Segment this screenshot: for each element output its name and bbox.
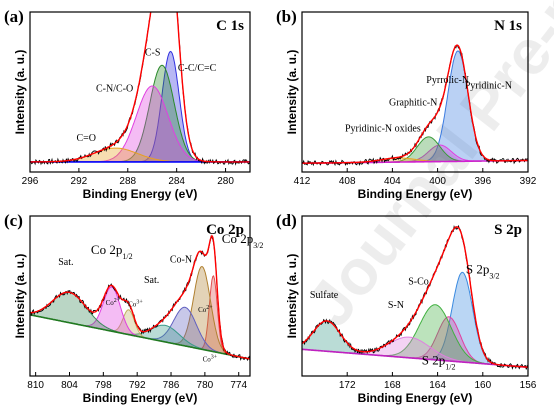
plot-area-c (30, 234, 250, 362)
frame-a (29, 11, 251, 173)
x-tick-label-b: 404 (384, 176, 401, 187)
x-tick-label-b: 396 (474, 176, 491, 187)
x-tick-label-a: 296 (22, 176, 39, 187)
x-axis-title-c: Binding Energy (eV) (83, 391, 198, 405)
y-axis-title-b: Intensity (a. u.) (285, 50, 299, 135)
panel-letter-c: (c) (4, 211, 23, 230)
x-tick-label-b: 392 (520, 176, 537, 187)
peak-label-b: Pyridinic-N oxides (345, 124, 421, 135)
peak-label-a: C-N/C-O (96, 83, 133, 94)
peak-label-d: S 2p3/2 (466, 261, 500, 280)
peak-label-c: Sat. (144, 275, 159, 286)
peak-label-c: Co 2p1/2 (91, 242, 133, 261)
envelope-d (302, 226, 528, 368)
x-tick-label-b: 412 (294, 176, 311, 187)
peak-label-b: Graphitic-N (389, 97, 437, 108)
x-tick-label-d: 172 (339, 380, 356, 391)
panel-b: 412 408 404 400 396 392 Binding Energy (eV) Int… (276, 7, 537, 201)
frame-c (29, 215, 251, 377)
peak-label-c: Co3+ (128, 300, 143, 309)
peak-label-c: Co 2p3/2 (222, 231, 264, 250)
peak-label-a: C-S (145, 48, 161, 59)
x-tick-label-c: 774 (230, 380, 247, 391)
plot-area-d (302, 224, 528, 370)
x-tick-label-d: 156 (520, 380, 537, 391)
panel-letter-b: (b) (276, 7, 297, 26)
peak-label-d: S-N (388, 300, 404, 311)
peak-label-c: Co-N (170, 254, 192, 265)
peak-a-2 (30, 85, 250, 163)
panel-title-a: C 1s (216, 18, 244, 34)
peak-label-d: S-Co (408, 276, 429, 287)
frame-d (301, 215, 529, 377)
envelope-b (302, 44, 528, 164)
panel-d: 172 168 164 160 156 Binding Energy (eV) Intens… (276, 211, 537, 405)
panel-c: 810 804 798 792 786 780 774 Binding Energy (eV)… (4, 211, 263, 405)
panels: 296 292 288 284 280 Binding Energy (eV) Intens… (4, 7, 537, 405)
envelope-c (30, 234, 250, 360)
peak-label-a: C-C/C=C (178, 63, 217, 74)
frame-b (301, 11, 529, 173)
panel-title-b: N 1s (494, 18, 522, 34)
panel-a: 296 292 288 284 280 Binding Energy (eV) Intens… (4, 7, 251, 201)
peak-label-b: Pyridinic-N (465, 81, 512, 92)
x-tick-label-a: 288 (119, 176, 136, 187)
peak-label-c: Co2+ (198, 305, 213, 314)
x-tick-label-c: 786 (163, 380, 180, 391)
x-tick-label-b: 408 (339, 176, 356, 187)
panel-letter-a: (a) (4, 7, 24, 26)
x-tick-label-d: 160 (474, 380, 491, 391)
y-axis-title-c: Intensity (a. u.) (13, 254, 27, 339)
x-tick-label-d: 168 (384, 380, 401, 391)
x-tick-label-a: 292 (71, 176, 88, 187)
background-line-c (30, 314, 250, 360)
peak-label-d: Sulfate (310, 290, 339, 301)
panel-title-c: Co 2p (206, 222, 244, 238)
x-tick-label-a: 280 (217, 176, 234, 187)
x-axis-title-b: Binding Energy (eV) (358, 187, 473, 201)
background-line-d (302, 348, 528, 368)
peak-label-a: C=O (76, 133, 96, 144)
x-tick-label-c: 804 (61, 380, 78, 391)
panel-letter-d: (d) (276, 211, 297, 230)
panel-title-d: S 2p (494, 222, 522, 238)
x-tick-label-c: 792 (129, 380, 146, 391)
peak-label-b: Pyrrolic-N (426, 75, 469, 86)
peak-label-c: Sat. (58, 257, 73, 268)
x-axis-title-d: Binding Energy (eV) (358, 391, 473, 405)
y-axis-title-a: Intensity (a. u.) (13, 50, 27, 135)
peak-label-d: S 2p1/2 (422, 352, 456, 371)
x-tick-label-a: 284 (168, 176, 185, 187)
x-tick-label-c: 810 (27, 380, 44, 391)
plot-area-a (30, 12, 250, 166)
x-axis-title-a: Binding Energy (eV) (83, 187, 198, 201)
x-tick-label-b: 400 (429, 176, 446, 187)
raw-data-b (302, 44, 528, 167)
watermark: Journal Pre-proofs (293, 0, 554, 339)
plot-area-b (302, 44, 528, 167)
peak-label-c: Co2+ (106, 298, 121, 307)
y-axis-title-d: Intensity (a. u.) (285, 254, 299, 339)
peak-label-c: Co3+ (203, 355, 218, 364)
x-tick-label-c: 780 (197, 380, 214, 391)
x-tick-label-d: 164 (429, 380, 446, 391)
envelope-a (30, 12, 250, 163)
x-tick-label-c: 798 (95, 380, 112, 391)
